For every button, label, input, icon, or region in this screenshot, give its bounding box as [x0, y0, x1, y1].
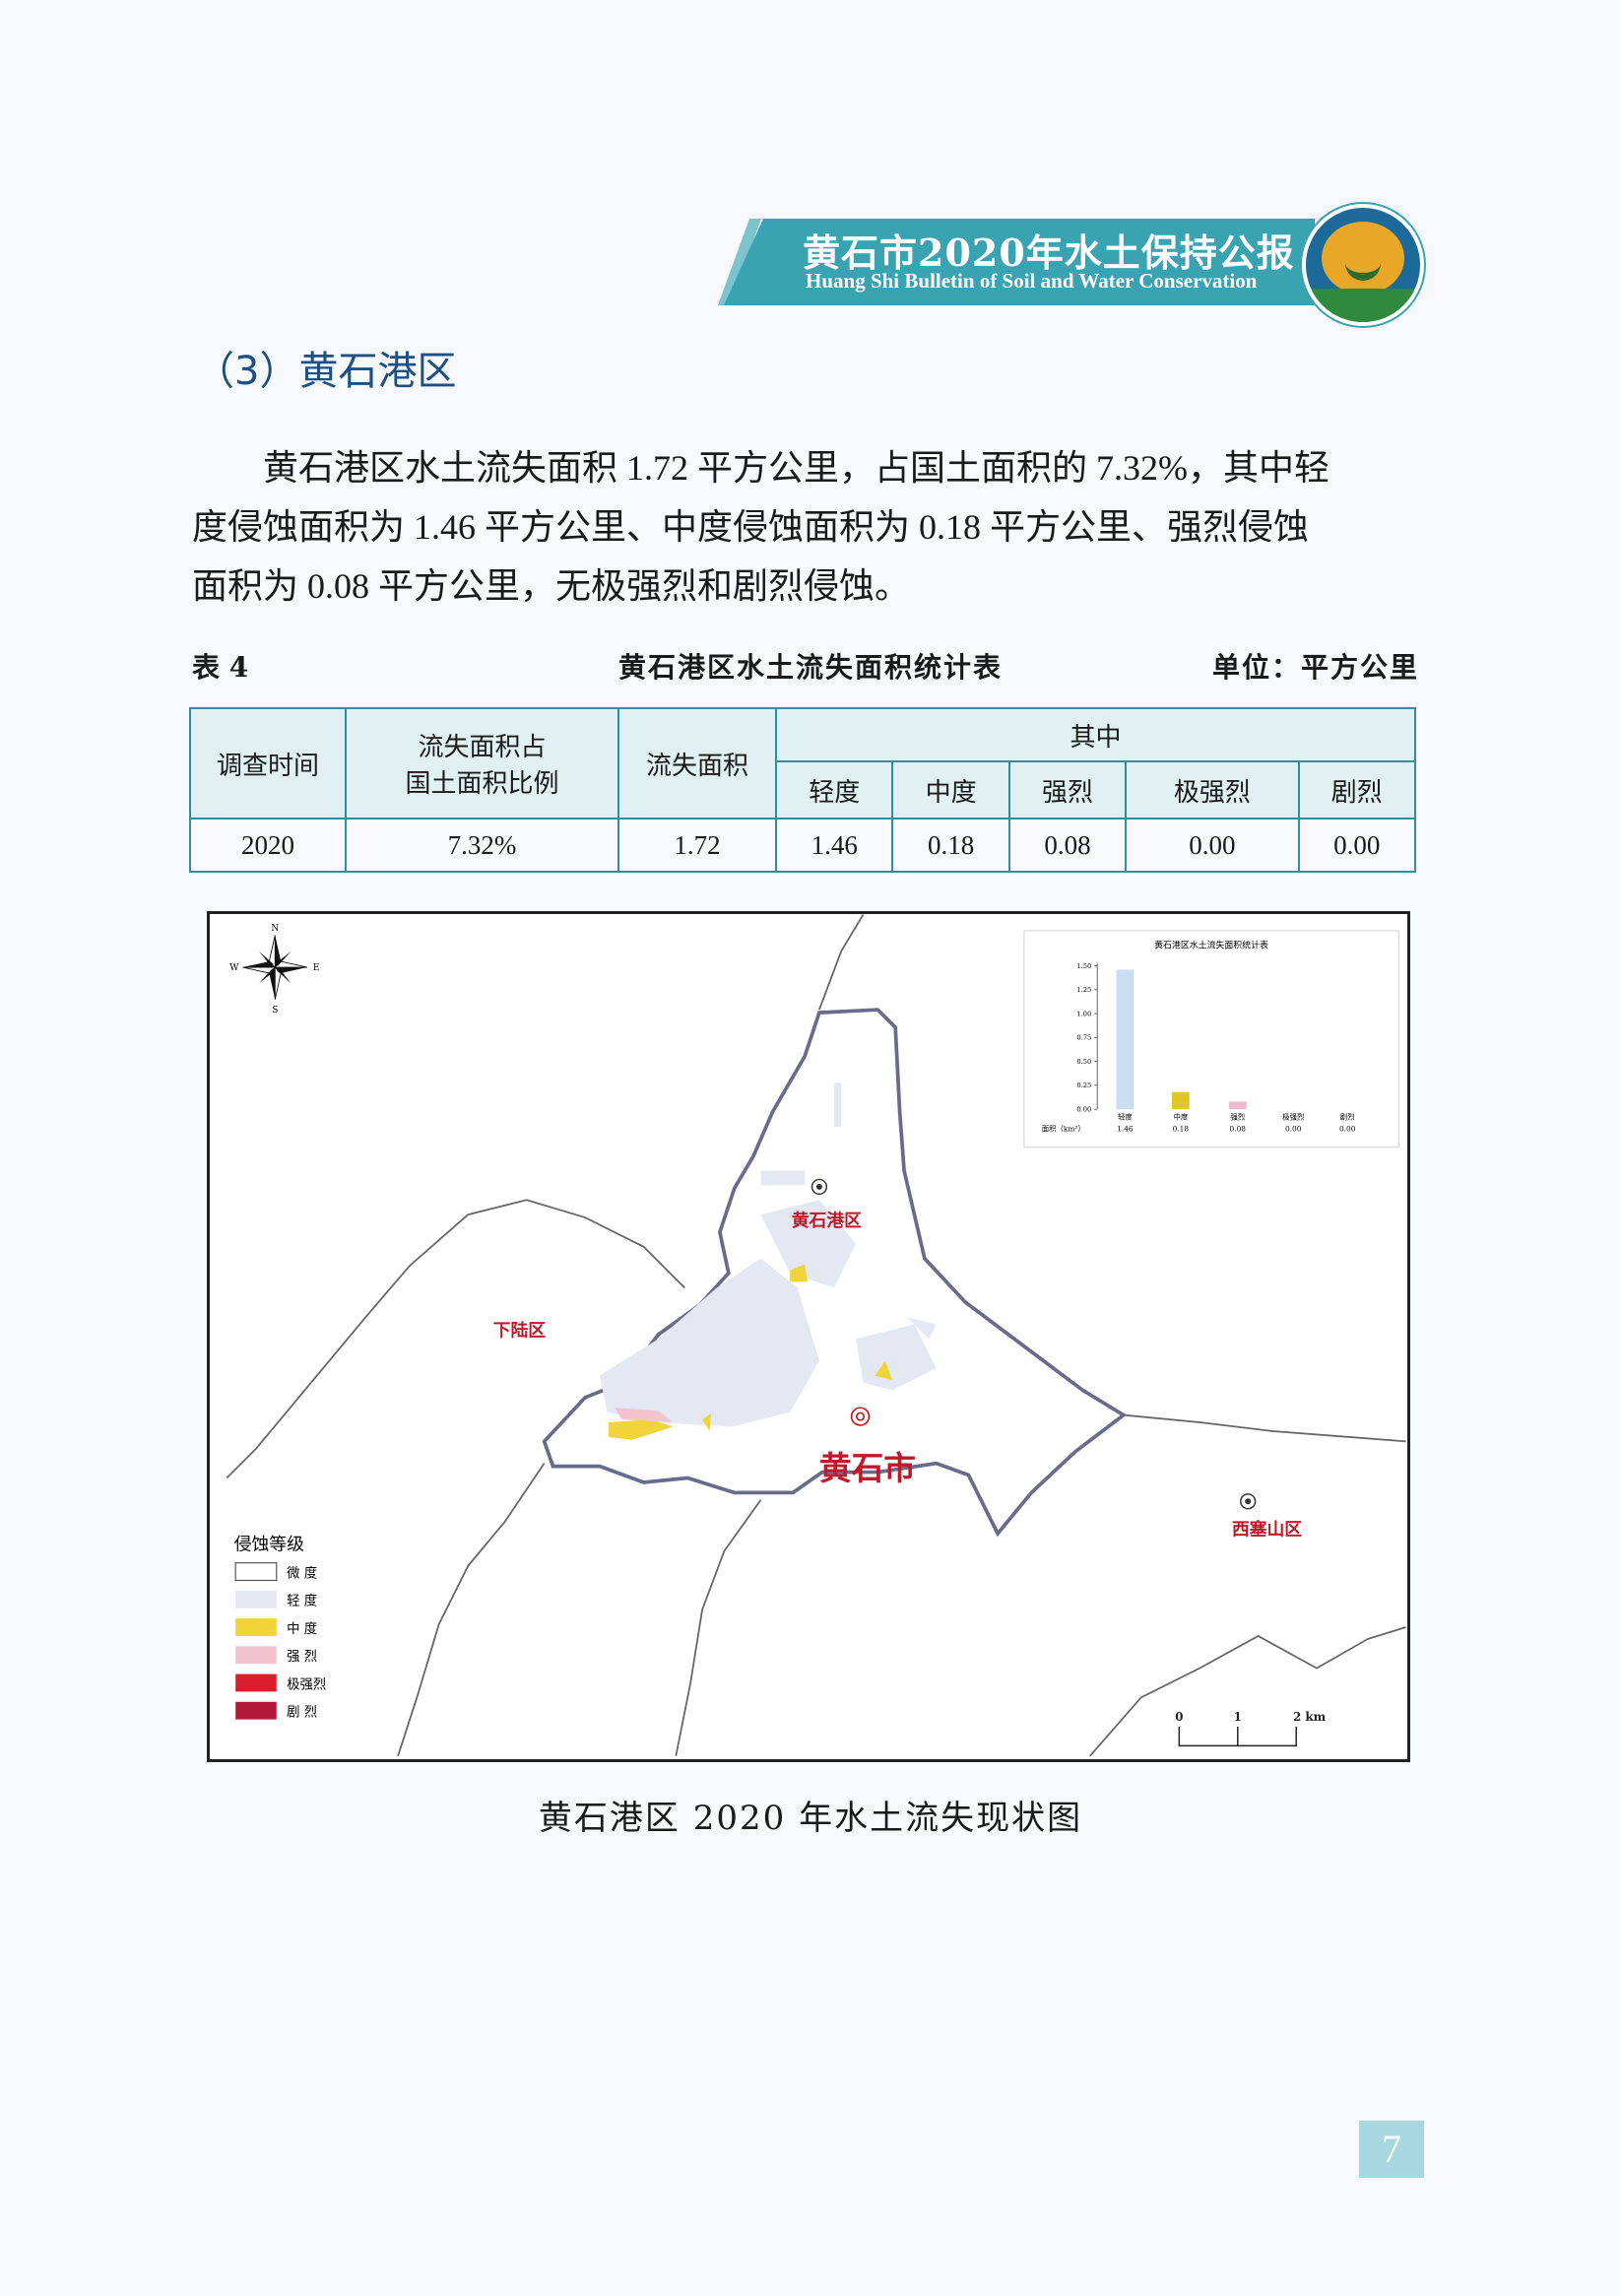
- header-moderate: 中度: [891, 760, 1010, 820]
- header-very-intense: 极强烈: [1125, 760, 1300, 820]
- cell-moderate: 0.18: [891, 818, 1010, 873]
- figure-caption: 黄石港区 2020 年水土流失现状图: [538, 1799, 1083, 1838]
- soil-water-conservation-logo: [1302, 204, 1424, 326]
- header-area: 流失面积: [617, 707, 777, 820]
- erosion-stats-table: 调查时间 流失面积占 国土面积比例 流失面积 其中 轻度 中度 强烈 极强烈 剧烈…: [189, 707, 1417, 873]
- header-intense: 强烈: [1007, 760, 1128, 820]
- table-label: 表 4: [192, 651, 249, 684]
- header-time: 调查时间: [189, 707, 347, 820]
- table-row: 2020 7.32% 1.72 1.46 0.18 0.08 0.00 0.00: [189, 818, 1417, 873]
- erosion-map-frame: [207, 911, 1410, 1762]
- paragraph-line: 面积为 0.08 平方公里，无极强烈和剧烈侵蚀。: [192, 566, 911, 606]
- cell-severe: 0.00: [1297, 818, 1417, 873]
- cell-light: 1.46: [774, 818, 894, 873]
- cell-area: 1.72: [617, 818, 777, 873]
- page-number: 7: [1359, 2121, 1424, 2178]
- bulletin-subtitle: Huang Shi Bulletin of Soil and Water Con…: [806, 269, 1258, 293]
- cell-intense: 0.08: [1007, 818, 1128, 873]
- header-group: 其中: [775, 707, 1416, 762]
- plant-icon: [1345, 237, 1381, 281]
- bulletin-title: 黄石市2020年水土保持公报: [803, 230, 1295, 275]
- header-severe: 剧烈: [1297, 760, 1417, 820]
- table-unit: 单位：平方公里: [1211, 651, 1419, 684]
- paragraph-line: 黄石港区水土流失面积 1.72 平方公里，占国土面积的 7.32%，其中轻: [263, 448, 1329, 488]
- table-title: 黄石港区水土流失面积统计表: [617, 651, 1003, 684]
- cell-very-intense: 0.00: [1125, 818, 1300, 873]
- header-banner: [724, 219, 1315, 305]
- section-heading: （3）黄石港区: [195, 349, 457, 394]
- cell-time: 2020: [189, 818, 347, 873]
- paragraph-line: 度侵蚀面积为 1.46 平方公里、中度侵蚀面积为 0.18 平方公里、强烈侵蚀: [192, 507, 1310, 547]
- header-light: 轻度: [774, 760, 894, 820]
- cell-ratio: 7.32%: [345, 818, 619, 873]
- header-ratio: 流失面积占 国土面积比例: [345, 707, 619, 820]
